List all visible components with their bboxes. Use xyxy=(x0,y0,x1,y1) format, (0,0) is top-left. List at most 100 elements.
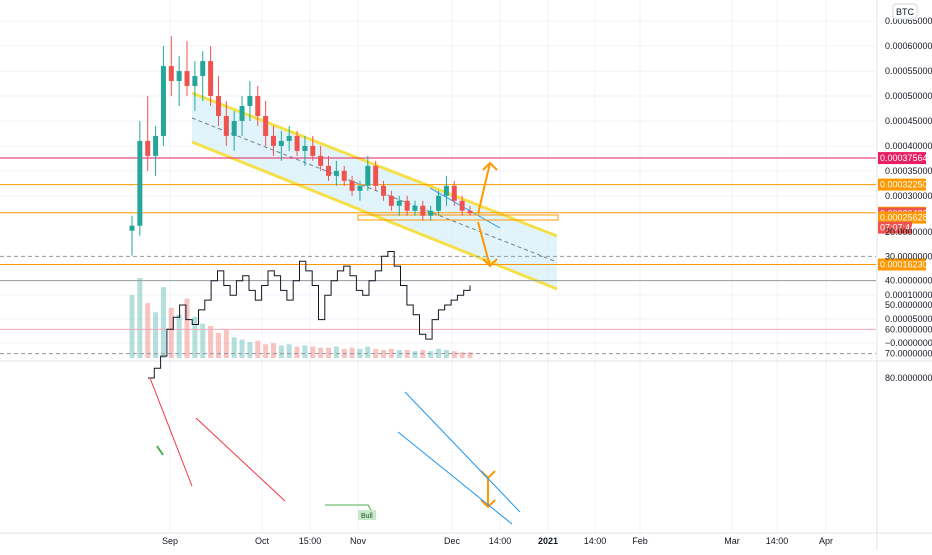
volume-bar xyxy=(160,287,166,358)
candle-body xyxy=(168,66,174,82)
price-tick-label: 0.00005000 xyxy=(885,314,932,324)
candle-body xyxy=(318,155,324,166)
candle-body xyxy=(412,205,418,211)
rsi-divergence-mark xyxy=(156,445,164,456)
candle-body xyxy=(451,185,457,201)
price-level-label: 0.00032250 xyxy=(880,180,928,190)
volume-bar xyxy=(365,346,371,358)
price-tick-label: 0.00055000 xyxy=(885,66,932,76)
volume-bar xyxy=(302,345,308,358)
price-tick-label: 0.00070000 xyxy=(885,0,932,1)
candle-body xyxy=(404,200,410,211)
volume-bar xyxy=(208,326,214,358)
candle-body xyxy=(145,140,151,156)
range-box xyxy=(357,214,559,221)
time-tick-label: 14:00 xyxy=(584,536,607,546)
price-tick-label: 0.00065000 xyxy=(885,16,932,26)
price-level-label: 0.00037564 xyxy=(880,153,928,163)
candle-body xyxy=(286,135,292,141)
candle-body xyxy=(294,135,300,151)
volume-bar xyxy=(451,351,457,358)
volume-bar xyxy=(239,339,245,358)
volume-bar xyxy=(255,340,261,358)
time-tick-label: Nov xyxy=(350,536,367,546)
rsi-support-line xyxy=(325,504,373,513)
price-tick-label: 0.00050000 xyxy=(885,91,932,101)
volume-bar xyxy=(388,348,394,358)
candle-body xyxy=(208,61,214,97)
time-tick-label: Feb xyxy=(632,536,648,546)
volume-bar xyxy=(168,307,174,358)
candle-body xyxy=(373,165,379,186)
volume-bar xyxy=(200,323,206,358)
candle-body xyxy=(137,140,143,226)
candle-body xyxy=(467,210,473,214)
price-tick-label: 0.00030000 xyxy=(885,191,932,201)
volume-bar xyxy=(294,346,300,358)
candle-body xyxy=(231,120,237,136)
price-level-label: 0.00025628 xyxy=(880,213,928,223)
candle-body xyxy=(184,71,190,87)
volume-bar xyxy=(381,350,387,358)
volume-bar xyxy=(231,337,237,358)
volume-bar xyxy=(145,303,151,358)
time-tick-label: 14:00 xyxy=(766,536,789,546)
candle-body xyxy=(302,145,308,151)
candle-body xyxy=(388,195,394,206)
candle-body xyxy=(420,205,426,216)
price-tick-label: 0.00040000 xyxy=(885,141,932,151)
candle-body xyxy=(428,210,434,216)
rsi-bearish-arrow-head xyxy=(480,499,496,509)
channel-upper-line xyxy=(191,91,558,238)
rsi-arrow-tail-head xyxy=(480,470,496,480)
volume-bar xyxy=(443,350,449,358)
bearish-arrow-head xyxy=(482,258,498,268)
bull-label-bg xyxy=(358,510,376,520)
bullish-arrow xyxy=(477,162,491,215)
candle-body xyxy=(176,71,182,82)
volume-bar xyxy=(153,312,159,358)
volume-bar xyxy=(215,332,221,358)
candle-body xyxy=(215,96,221,116)
volume-bar xyxy=(184,298,190,358)
price-level-label: 0.00016230 xyxy=(880,260,928,270)
volume-bar xyxy=(428,351,434,358)
candle-body xyxy=(153,135,159,156)
candle-body xyxy=(263,115,269,136)
rsi-trendline-red xyxy=(195,417,286,502)
price-tick-label: 0.00010000 xyxy=(885,290,932,300)
volume-bar xyxy=(467,352,473,358)
candle-body xyxy=(192,76,198,87)
time-tick-label: Sep xyxy=(162,536,178,546)
bearish-arrow xyxy=(477,221,491,267)
candle-body xyxy=(255,96,261,116)
bullish-arrow-head xyxy=(482,161,498,171)
rsi-trendline-red xyxy=(149,377,193,487)
candle-body xyxy=(341,170,347,181)
time-axis: Sep Oct 15:00 Nov Dec 14:00 2021 14:00 Feb Mar 14:… xyxy=(162,536,833,546)
candle-body xyxy=(270,135,276,146)
time-tick-label: Oct xyxy=(255,536,270,546)
volume-bar xyxy=(137,278,143,358)
volume-bar xyxy=(278,345,284,358)
price-level-badge xyxy=(878,152,926,165)
volume-bar xyxy=(310,346,316,358)
candle-body xyxy=(247,96,253,106)
volume-bar xyxy=(223,329,229,358)
volume-bar xyxy=(192,316,198,358)
volume-bar xyxy=(333,346,339,358)
candle-body xyxy=(239,105,245,121)
channel-fill xyxy=(192,93,557,289)
price-tick-label: 0.00060000 xyxy=(885,41,932,51)
candle-body xyxy=(396,200,402,206)
price-tick-label: 0.00035000 xyxy=(885,166,932,176)
volume-bar xyxy=(459,352,465,358)
